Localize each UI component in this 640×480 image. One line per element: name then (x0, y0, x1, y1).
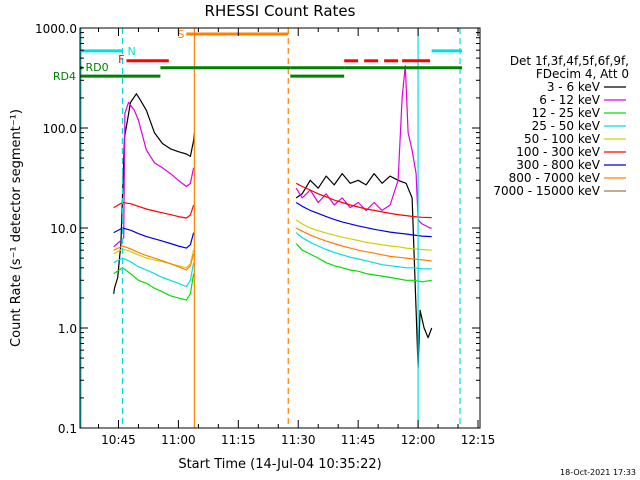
x-tick-label: 11:15 (221, 433, 256, 447)
y-tick-label: 1.0 (58, 322, 77, 336)
legend-label-800-7000-kev: 800 - 7000 keV (509, 171, 601, 185)
series-group (113, 65, 433, 369)
series-800-7000-kev (295, 227, 432, 262)
flag-label-s: S (177, 28, 184, 41)
series-300-800-kev (295, 201, 432, 238)
series-6-12-kev (113, 101, 195, 248)
y-tick-label: 1000.0 (35, 22, 77, 36)
x-tick-label: 11:00 (161, 433, 196, 447)
series-6-12-kev (295, 65, 432, 229)
chart-title: RHESSI Count Rates (205, 2, 356, 20)
series-800-7000-kev (113, 245, 195, 271)
legend-header-line-1: Det 1f,3f,4f,5f,6f,9f, (510, 54, 629, 68)
series-3-6-kev (113, 93, 195, 294)
flag-label-rd4: RD4 (53, 70, 76, 83)
legend-label-6-12-kev: 6 - 12 keV (539, 93, 601, 107)
x-axis-label: Start Time (14-Jul-04 10:35:22) (178, 457, 381, 472)
y-tick-label: 100.0 (43, 122, 77, 136)
series-50-100-kev (295, 219, 432, 251)
y-tick-label: 10.0 (50, 222, 77, 236)
legend: Det 1f,3f,4f,5f,6f,9f, FDecim 4, Att 0 3… (493, 54, 629, 198)
legend-label-100-300-kev: 100 - 300 keV (516, 145, 600, 159)
series-100-300-kev (113, 201, 195, 219)
x-tick-label: 11:45 (341, 433, 376, 447)
x-tick-label: 11:30 (281, 433, 316, 447)
legend-label-12-25-kev: 12 - 25 keV (532, 106, 601, 120)
flag-label-f: F (118, 53, 124, 66)
series-3-6-kev (295, 173, 433, 369)
legend-label-3-6-kev: 3 - 6 keV (547, 80, 601, 94)
series-25-50-kev (295, 232, 432, 270)
flag-label-n: N (127, 45, 135, 58)
y-tick-label: 0.1 (58, 422, 77, 436)
flag-label-rd0: RD0 (86, 61, 109, 74)
legend-label-300-800-kev: 300 - 800 keV (516, 158, 600, 172)
series-50-100-kev (113, 248, 195, 269)
series-100-300-kev (295, 182, 432, 219)
x-tick-label: 12:00 (401, 433, 436, 447)
timestamp: 18-Oct-2021 17:33 (560, 468, 636, 477)
series-25-50-kev (113, 257, 195, 288)
plot-frame (79, 27, 481, 429)
y-axis-label: Count Rate (s⁻¹ detector segment⁻¹) (9, 109, 24, 347)
legend-header-line-2: FDecim 4, Att 0 (536, 67, 629, 81)
x-tick-label: 12:15 (461, 433, 496, 447)
legend-label-7000-15000-kev: 7000 - 15000 keV (493, 184, 600, 198)
series-12-25-kev (113, 267, 195, 301)
x-tick-label: 10:45 (101, 433, 136, 447)
legend-label-25-50-kev: 25 - 50 keV (532, 119, 601, 133)
legend-label-50-100-kev: 50 - 100 keV (524, 132, 601, 146)
axis-group: 1000.0 100.0 10.0 1.0 0.1 10:45 11:00 11:15 11:3… (35, 22, 495, 447)
series-300-800-kev (113, 227, 195, 249)
annotation-group: NF S RD0 RD4 (53, 28, 463, 428)
series-12-25-kev (295, 243, 432, 283)
